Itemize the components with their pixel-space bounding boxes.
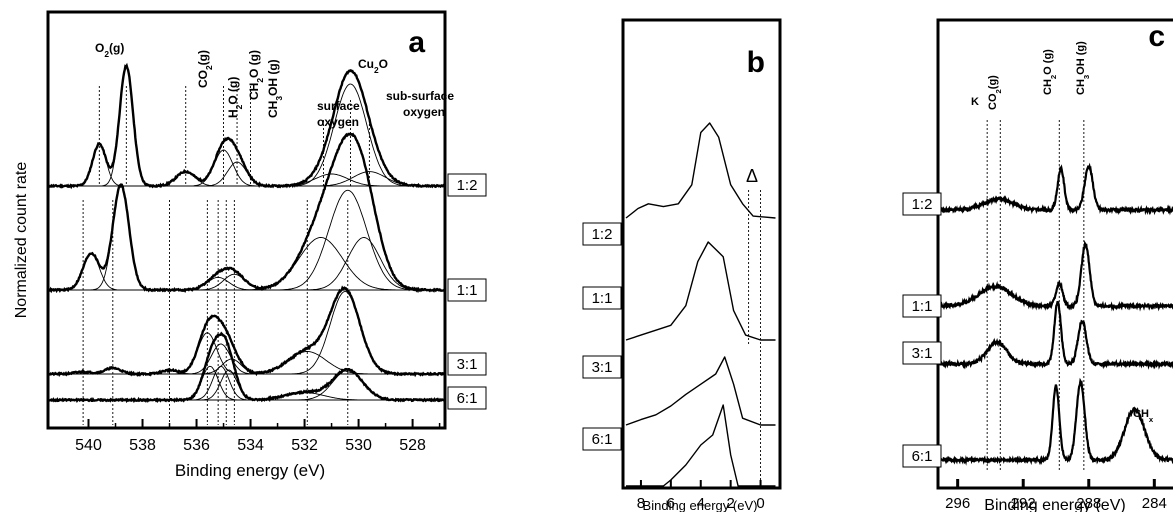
plot-frame — [936, 18, 1173, 490]
series-label-box — [582, 427, 622, 451]
series-label-6-1: 6:1 — [457, 390, 478, 407]
series-label-1-1: 1:1 — [912, 298, 933, 315]
x-tick-label: 4 — [697, 495, 705, 512]
x-axis-label: Binding energy (eV) — [643, 498, 758, 512]
x-tick-label: 8 — [637, 495, 645, 512]
series-label-box — [447, 386, 487, 410]
series-label-box — [582, 355, 622, 379]
peak-label-subsurface: sub-surface — [386, 89, 454, 103]
panel-letter-a: a — [408, 26, 425, 59]
fit-component — [48, 276, 445, 291]
x-tick-label: 538 — [129, 437, 156, 454]
series-label-3-1: 3:1 — [592, 359, 613, 376]
panel-letter-c: c — [1148, 20, 1165, 53]
peak-label-ch3oh: CH3OH (g) — [266, 59, 284, 118]
peak-label-cu2o: Cu2O — [358, 57, 388, 75]
x-tick-label: 288 — [1076, 495, 1101, 512]
peak-label-co2: CO2(g) — [987, 75, 1003, 110]
series-label-3-1: 3:1 — [457, 356, 478, 373]
peak-label-surface: surface — [317, 99, 360, 113]
panel-letter-b: b — [747, 46, 765, 79]
spectrum-line — [937, 162, 1173, 216]
x-tick-label: 532 — [291, 437, 318, 454]
fit-component — [48, 171, 445, 187]
series-label-3-1: 3:1 — [912, 345, 933, 362]
peak-label-ch2o: CH2O (g) — [247, 50, 265, 100]
x-tick-label: 284 — [1142, 495, 1167, 512]
x-tick-label: 292 — [1011, 495, 1036, 512]
spectrum-line — [626, 404, 776, 487]
series-label-box — [902, 192, 942, 216]
x-tick-label: 2 — [726, 495, 734, 512]
fit-component — [48, 369, 445, 401]
plot-frame — [46, 10, 447, 430]
series-label-box — [902, 444, 942, 468]
x-tick-label: 6 — [667, 495, 675, 512]
x-tick-label: 534 — [237, 437, 264, 454]
spectrum-line — [46, 132, 446, 294]
series-label-box — [447, 352, 487, 376]
peak-label-co2: CO2(g) — [196, 50, 214, 88]
peak-label-surface-oxygen: oxygen — [317, 115, 359, 129]
spectrum-line — [937, 377, 1173, 466]
spectrum-line — [47, 62, 446, 190]
x-tick-label: 0 — [756, 495, 764, 512]
fit-component — [48, 184, 445, 291]
series-label-box — [582, 286, 622, 310]
series-label-box — [902, 294, 942, 318]
peak-label-subsurface-oxygen: oxygen — [403, 105, 445, 119]
x-tick-label: 540 — [75, 437, 102, 454]
panel-a: a Normalized count rate 540 538 536 534 532 530… — [13, 10, 487, 480]
x-axis-label: Binding energy (eV) — [175, 461, 325, 480]
series-label-1-2: 1:2 — [912, 196, 933, 213]
x-tick-label: 536 — [183, 437, 210, 454]
series-label-1-2: 1:2 — [592, 226, 613, 243]
peak-label-h2o: H2O (g) — [226, 77, 244, 118]
peak-label-o2: O2(g) — [95, 41, 124, 59]
peak-label-chx: CHx — [1133, 408, 1154, 424]
peak-label-ch3oh: CH3OH (g) — [1075, 41, 1091, 95]
spectrum-line — [625, 356, 776, 426]
spectrum-line — [936, 300, 1173, 370]
x-tick-label: 528 — [399, 437, 426, 454]
fit-component — [48, 237, 445, 291]
spectrum-line — [625, 241, 776, 341]
series-label-1-2: 1:2 — [457, 177, 478, 194]
series-label-1-1: 1:1 — [592, 290, 613, 307]
spectrum-line — [625, 122, 776, 219]
spectrum-line — [47, 285, 446, 378]
delta-marker: Δ — [746, 166, 758, 186]
series-label-box — [582, 222, 622, 246]
x-axis-label: Binding energy (eV) — [984, 497, 1125, 512]
series-label-6-1: 6:1 — [592, 431, 613, 448]
x-tick-label: 530 — [345, 437, 372, 454]
peak-label-ch2o: CH2O (g) — [1042, 49, 1058, 95]
x-tick-label: 296 — [945, 495, 970, 512]
fit-component — [48, 291, 445, 375]
series-label-box — [447, 278, 487, 302]
peak-label-k: K — [971, 96, 979, 108]
fit-component — [48, 189, 445, 291]
y-axis-label: Normalized count rate — [13, 162, 30, 319]
series-label-1-1: 1:1 — [457, 282, 478, 299]
series-label-6-1: 6:1 — [912, 448, 933, 465]
panel-c: c 296 292 288 284 Binding energy (eV) 1:2 1:1 3:… — [902, 18, 1173, 512]
series-label-box — [447, 173, 487, 197]
spectrum-line — [937, 240, 1173, 312]
series-label-box — [902, 341, 942, 365]
